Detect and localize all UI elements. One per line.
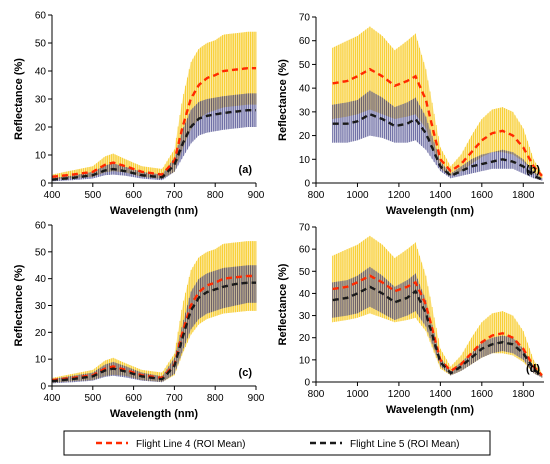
error-band-fill-flight5 — [52, 265, 256, 384]
y-tick-label: 40 — [35, 67, 47, 78]
y-tick-label: 60 — [299, 36, 311, 47]
panel-label: (a) — [239, 164, 253, 176]
legend: Flight Line 4 (ROI Mean) Flight Line 5 (… — [63, 430, 491, 456]
mean-line-flight5 — [51, 281, 256, 383]
x-tick-label: 1000 — [346, 190, 369, 201]
mean-line-flight4 — [51, 66, 256, 178]
y-tick-label: 40 — [35, 274, 47, 285]
y-tick-label: 20 — [35, 123, 47, 134]
y-tick-label: 30 — [299, 311, 311, 322]
error-band-fill-flight5 — [332, 266, 542, 378]
y-tick-label: 50 — [35, 39, 47, 50]
y-tick-label: 60 — [35, 11, 47, 22]
x-tick-label: 1200 — [388, 389, 411, 400]
x-tick-label: 1400 — [429, 389, 452, 400]
error-band-fill-flight5 — [332, 90, 542, 181]
y-tick-label: 30 — [35, 95, 47, 106]
x-tick-label: 1200 — [388, 190, 411, 201]
error-band-fill-flight4 — [332, 235, 542, 378]
x-tick-label: 500 — [84, 190, 101, 201]
y-tick-label: 10 — [35, 151, 47, 162]
error-band-fill-flight4 — [52, 241, 256, 383]
y-tick-label: 30 — [35, 301, 47, 312]
y-tick-label: 10 — [299, 155, 311, 166]
y-tick-label: 30 — [299, 107, 311, 118]
x-axis-title: Wavelength (nm) — [110, 205, 199, 217]
error-band-flight4 — [51, 241, 257, 383]
error-band-fill-flight4 — [52, 31, 256, 180]
y-axis-title: Reflectance (%) — [13, 264, 25, 346]
x-axis-title: Wavelength (nm) — [386, 205, 475, 217]
error-band-flight5 — [51, 265, 257, 384]
y-tick-label: 70 — [299, 13, 311, 24]
y-tick-label: 0 — [304, 179, 310, 190]
y-tick-label: 50 — [35, 247, 47, 258]
x-tick-label: 900 — [248, 190, 265, 201]
x-axis-title: Wavelength (nm) — [386, 404, 475, 416]
y-tick-label: 40 — [299, 289, 311, 300]
mean-line-flight5 — [52, 108, 256, 181]
y-tick-label: 40 — [299, 84, 311, 95]
x-tick-label: 1600 — [471, 190, 494, 201]
y-tick-label: 0 — [40, 382, 46, 393]
x-tick-label: 600 — [125, 393, 142, 404]
panel-label: (c) — [239, 367, 253, 379]
y-tick-label: 60 — [299, 245, 311, 256]
x-tick-label: 1400 — [429, 190, 452, 201]
y-tick-label: 60 — [35, 221, 47, 232]
legend-box — [63, 430, 491, 456]
y-tick-label: 20 — [299, 333, 311, 344]
error-band-fill-flight5 — [52, 93, 256, 182]
x-axis-title: Wavelength (nm) — [110, 408, 199, 420]
x-tick-label: 1800 — [512, 190, 535, 201]
y-tick-label: 20 — [35, 328, 47, 339]
x-tick-label: 900 — [248, 393, 265, 404]
y-axis-title: Reflectance (%) — [277, 263, 289, 345]
panel-label: (d) — [526, 363, 540, 375]
chart-panel-b: 0 10 20 30 40 50 60 70 800 1000 1200 1400 1600 1800 Wa… — [277, 13, 544, 217]
x-tick-label: 800 — [308, 190, 325, 201]
x-tick-label: 1000 — [346, 389, 369, 400]
error-band-fill-flight4 — [332, 26, 542, 179]
x-tick-label: 700 — [166, 393, 183, 404]
x-tick-label: 400 — [44, 393, 61, 404]
x-tick-label: 1800 — [512, 389, 535, 400]
legend-label-flight-line-4: Flight Line 4 (ROI Mean) — [136, 439, 246, 450]
x-tick-label: 600 — [125, 190, 142, 201]
chart-panel-d: 0 10 20 30 40 50 60 70 800 1000 1200 1400 1600 1800 Wa… — [277, 223, 544, 416]
chart-panel-a: 0 10 20 30 40 50 60 400 500 600 700 800 900 Wavelengt… — [13, 11, 265, 218]
x-tick-label: 400 — [44, 190, 61, 201]
y-tick-label: 20 — [299, 131, 311, 142]
y-tick-label: 0 — [304, 378, 310, 389]
x-tick-label: 1600 — [471, 389, 494, 400]
y-tick-label: 10 — [35, 355, 47, 366]
chart-panel-c: 0 10 20 30 40 50 60 400 500 600 700 800 900 Wavelengt… — [13, 221, 265, 421]
x-tick-label: 700 — [166, 190, 183, 201]
y-tick-label: 0 — [40, 179, 46, 190]
x-tick-label: 500 — [84, 393, 101, 404]
y-tick-label: 70 — [299, 223, 311, 234]
legend-label-flight-line-5: Flight Line 5 (ROI Mean) — [350, 439, 460, 450]
x-tick-label: 800 — [207, 190, 224, 201]
y-tick-label: 50 — [299, 60, 311, 71]
x-tick-label: 800 — [207, 393, 224, 404]
y-tick-label: 10 — [299, 355, 311, 366]
x-tick-label: 800 — [308, 389, 325, 400]
panel-label: (b) — [526, 164, 540, 176]
y-axis-title: Reflectance (%) — [13, 58, 25, 140]
mean-line-flight5 — [332, 112, 543, 181]
y-tick-label: 50 — [299, 267, 311, 278]
y-axis-title: Reflectance (%) — [277, 59, 289, 141]
